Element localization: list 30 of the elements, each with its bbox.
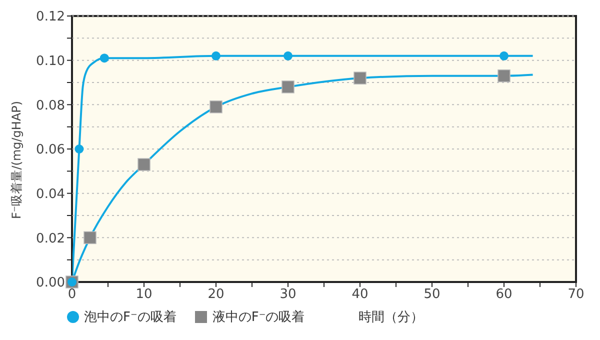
x-tick-label: 30 bbox=[280, 287, 296, 302]
point bbox=[210, 100, 222, 114]
y-tick-label: 0.08 bbox=[36, 98, 65, 114]
point bbox=[84, 231, 96, 244]
x-tick-label: 10 bbox=[136, 287, 152, 302]
point bbox=[498, 69, 510, 82]
point bbox=[284, 51, 292, 60]
x-tick-label: 70 bbox=[568, 287, 584, 302]
y-tick-label: 0.06 bbox=[36, 142, 65, 158]
y-tick-label: 0.12 bbox=[36, 10, 65, 25]
point bbox=[100, 54, 109, 63]
x-tick-label: 60 bbox=[496, 287, 512, 302]
x-tick-label: 50 bbox=[424, 287, 440, 302]
point bbox=[212, 51, 220, 60]
legend-label: 泡中のF⁻の吸着 bbox=[83, 309, 176, 326]
point bbox=[500, 51, 508, 60]
x-axis-title: 時間（分） bbox=[358, 309, 424, 326]
y-tick-label: 0.00 bbox=[36, 276, 65, 291]
y-axis-title: F⁻吸着量/(mg/gHAP) bbox=[9, 100, 24, 219]
x-tick-label: 40 bbox=[352, 287, 368, 302]
legend-label: 液中のF⁻の吸着 bbox=[211, 309, 305, 326]
y-tick-label: 0.10 bbox=[36, 54, 65, 69]
point bbox=[282, 80, 294, 94]
x-tick-label: 20 bbox=[208, 287, 224, 302]
point bbox=[354, 72, 366, 84]
x-tick-label: 0 bbox=[68, 287, 76, 302]
point bbox=[138, 158, 150, 171]
y-tick-label: 0.02 bbox=[36, 231, 65, 246]
point bbox=[74, 144, 84, 154]
y-tick-label: 0.04 bbox=[36, 186, 65, 202]
